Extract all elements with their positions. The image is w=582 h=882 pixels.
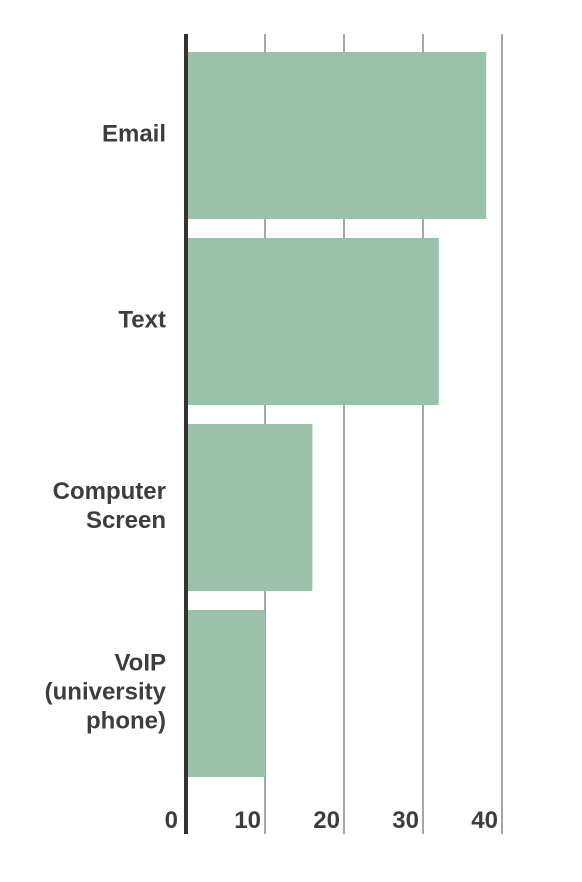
category-label-3: VoIP (university phone) bbox=[45, 650, 167, 735]
bar-0 bbox=[186, 52, 487, 219]
bars bbox=[186, 52, 487, 777]
bar-2 bbox=[186, 424, 313, 591]
tick-labels: 0 10 20 30 40 bbox=[165, 807, 498, 834]
tick-label-40: 40 bbox=[471, 807, 498, 834]
category-label-line: VoIP bbox=[114, 650, 166, 677]
category-label-line: Computer bbox=[53, 478, 166, 505]
tick-label-10: 10 bbox=[234, 807, 261, 834]
category-labels: Email Text Computer Screen VoIP (university ph… bbox=[45, 121, 167, 735]
category-label-line: Text bbox=[118, 307, 166, 334]
category-label-2: Computer Screen bbox=[53, 478, 166, 534]
category-label-line: phone) bbox=[86, 708, 166, 735]
tick-label-20: 20 bbox=[313, 807, 340, 834]
category-label-0: Email bbox=[102, 121, 166, 148]
category-label-line: Screen bbox=[86, 507, 166, 534]
category-label-1: Text bbox=[118, 307, 166, 334]
tick-label-0: 0 bbox=[165, 807, 178, 834]
bar-1 bbox=[186, 238, 439, 405]
tick-label-30: 30 bbox=[392, 807, 419, 834]
category-label-line: (university bbox=[45, 679, 167, 706]
bar-3 bbox=[186, 610, 265, 777]
category-label-line: Email bbox=[102, 121, 166, 148]
